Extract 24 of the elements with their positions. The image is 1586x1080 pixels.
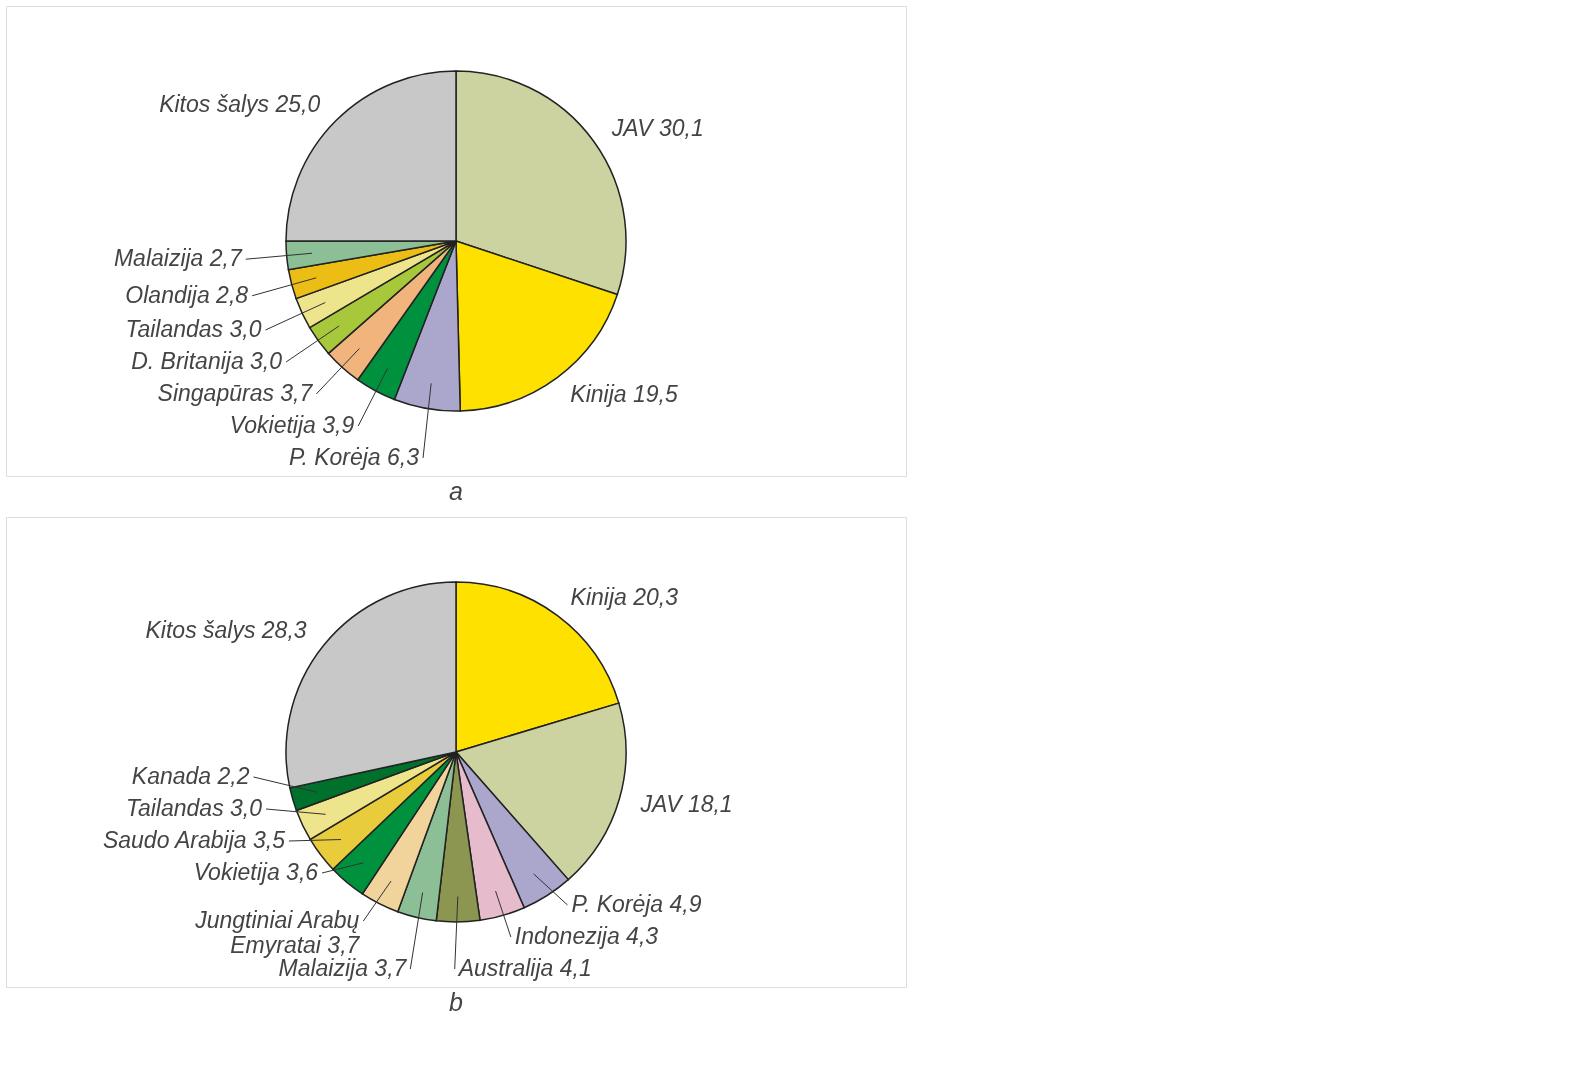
slice-label: Vokietija 3,9 xyxy=(229,412,355,438)
slice-label: Malaizija 2,7 xyxy=(113,245,243,272)
slice-label: Kinija 19,5 xyxy=(570,381,678,408)
slice-label: P. Korėja 4,9 xyxy=(571,891,702,917)
slice-label: Indonezija 4,3 xyxy=(514,923,659,949)
slice-label: Kitos šalys 28,3 xyxy=(145,617,307,644)
slice-label: Vokietija 3,6 xyxy=(193,859,319,885)
slice-label: Tailandas 3,0 xyxy=(126,795,263,821)
slice-label: D. Britanija 3,0 xyxy=(131,348,283,374)
slice-label: Saudo Arabija 3,5 xyxy=(102,827,286,853)
slice-label: P. Korėja 6,3 xyxy=(289,444,420,470)
text: a xyxy=(449,477,464,505)
slice-label: JAV 30,1 xyxy=(610,114,704,141)
text: b xyxy=(449,988,464,1016)
slice-label: Tailandas 3,0 xyxy=(125,316,262,342)
slice-label: Singapūras 3,7 xyxy=(157,380,314,406)
slice-label: Jungtiniai Arabų Emyratai 3,7 xyxy=(194,907,361,958)
slice-label: Kitos šalys 25,0 xyxy=(159,91,321,118)
slice-label: Australija 4,1 xyxy=(456,955,592,981)
slice-label: Malaizija 3,7 xyxy=(278,955,408,981)
slice-label: Kinija 20,3 xyxy=(570,583,679,610)
slice-label: Kanada 2,2 xyxy=(131,763,250,789)
slice-label: Olandija 2,8 xyxy=(125,281,249,308)
slice-label: JAV 18,1 xyxy=(639,790,733,817)
